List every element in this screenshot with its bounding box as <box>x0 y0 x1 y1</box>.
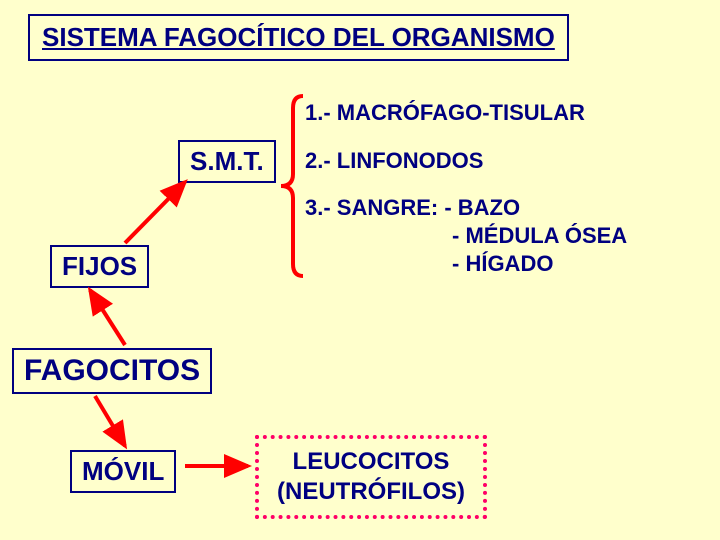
leucocitos-line2: (NEUTRÓFILOS) <box>277 478 465 505</box>
arrows-group <box>90 182 248 466</box>
node-movil: MÓVIL <box>70 450 176 493</box>
leucocitos-line1: LEUCOCITOS <box>293 448 450 475</box>
arrow-2 <box>125 182 185 243</box>
node-smt: S.M.T. <box>178 140 276 183</box>
page-title: SISTEMA FAGOCÍTICO DEL ORGANISMO <box>28 14 569 61</box>
arrow-3 <box>95 396 125 446</box>
node-fagocitos: FAGOCITOS <box>12 348 212 394</box>
list-item-3: 3.- SANGRE: - BAZO <box>305 195 520 221</box>
leucocitos-box: LEUCOCITOS (NEUTRÓFILOS) <box>255 435 487 519</box>
node-fijos: FIJOS <box>50 245 149 288</box>
list-item-3c: - HÍGADO <box>452 251 553 277</box>
brace-icon <box>281 96 303 276</box>
arrow-1 <box>90 290 125 345</box>
list-item-1: 1.- MACRÓFAGO-TISULAR <box>305 100 585 126</box>
list-item-3b: - MÉDULA ÓSEA <box>452 223 627 249</box>
list-item-2: 2.- LINFONODOS <box>305 148 483 174</box>
